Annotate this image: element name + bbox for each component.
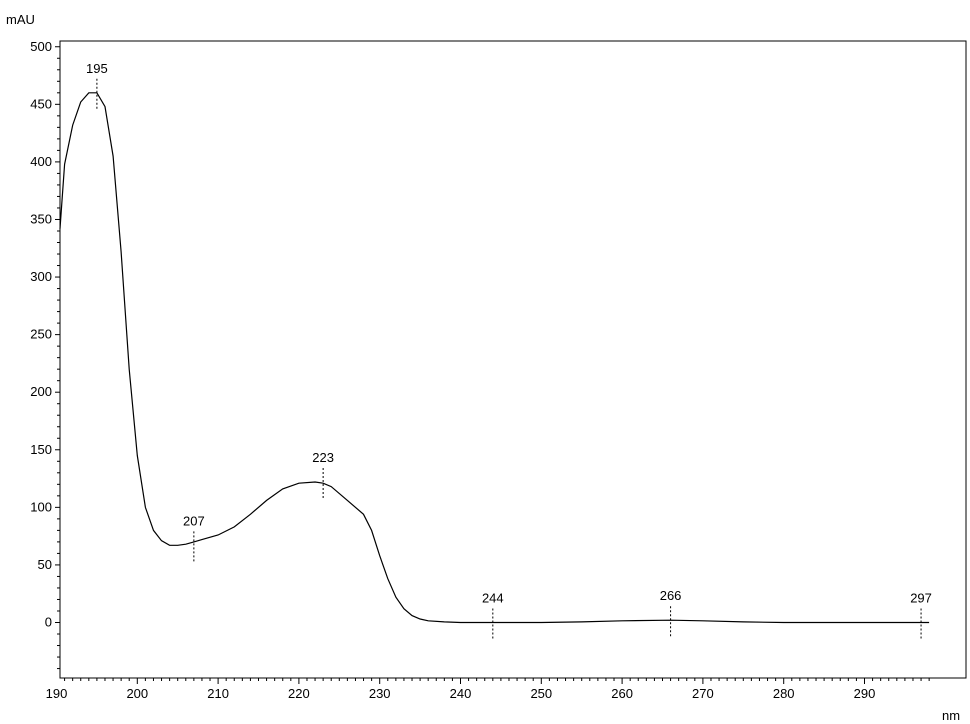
peak-label: 266	[660, 588, 682, 603]
y-tick-label: 350	[30, 211, 52, 226]
peak-label: 223	[312, 450, 334, 465]
x-tick-label: 200	[126, 686, 148, 701]
x-tick-label: 220	[288, 686, 310, 701]
y-tick-label: 500	[30, 39, 52, 54]
peak-label: 244	[482, 591, 504, 606]
y-tick-label: 200	[30, 384, 52, 399]
x-tick-label: 190	[46, 686, 68, 701]
y-tick-label: 300	[30, 269, 52, 284]
y-axis-unit-label: mAU	[6, 12, 35, 27]
y-tick-label: 250	[30, 327, 52, 342]
x-tick-label: 290	[854, 686, 876, 701]
x-tick-label: 270	[692, 686, 714, 701]
x-tick-label: 240	[450, 686, 472, 701]
peak-label: 195	[86, 61, 108, 76]
x-tick-label: 230	[369, 686, 391, 701]
plot-frame	[59, 40, 967, 679]
x-tick-label: 250	[530, 686, 552, 701]
peak-label: 297	[910, 591, 932, 606]
y-tick-label: 150	[30, 442, 52, 457]
y-axis-ticks: 0 50 100 150 200 250 300 350 400 450 500	[30, 39, 60, 670]
peak-label: 207	[183, 513, 205, 528]
peak-markers: 195 207 223 244 266 297	[86, 61, 932, 639]
y-tick-label: 100	[30, 499, 52, 514]
x-axis-ticks: 190 200 210 220 230 240 250 260 270 280 290	[46, 678, 930, 701]
y-tick-label: 50	[38, 557, 52, 572]
spectrum-line	[59, 92, 930, 624]
x-tick-label: 260	[611, 686, 633, 701]
y-tick-label: 450	[30, 96, 52, 111]
x-axis-unit-label: nm	[942, 708, 960, 723]
x-tick-label: 280	[773, 686, 795, 701]
y-tick-label: 0	[45, 615, 52, 630]
x-tick-label: 210	[207, 686, 229, 701]
y-tick-label: 400	[30, 154, 52, 169]
